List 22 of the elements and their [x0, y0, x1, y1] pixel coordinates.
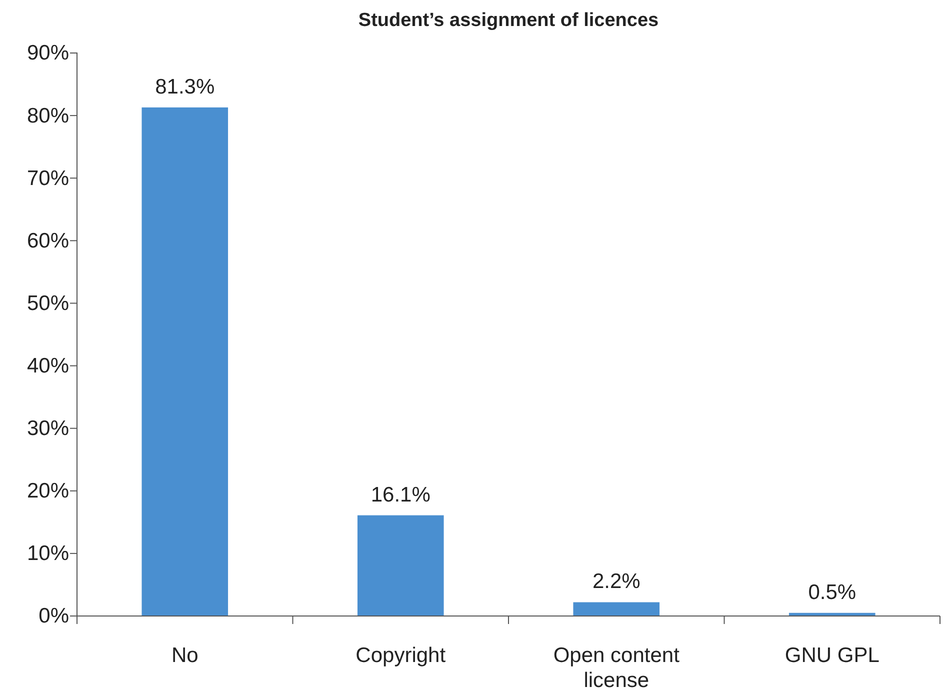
y-tick-label: 50% — [26, 292, 69, 315]
bar — [357, 515, 444, 616]
y-tick-label: 60% — [26, 229, 69, 252]
bar — [142, 107, 228, 616]
x-tick-label: GNU GPL — [784, 644, 880, 667]
y-tick-label: 70% — [26, 166, 69, 190]
y-tick-label: 90% — [26, 42, 69, 65]
y-tick-label: 30% — [26, 417, 69, 440]
data-label: 81.3% — [155, 75, 215, 98]
y-tick-label: 80% — [26, 104, 69, 128]
data-label: 0.5% — [808, 580, 856, 604]
y-tick-label: 0% — [38, 604, 69, 628]
x-tick-label: Open content license — [553, 644, 680, 692]
data-label: 2.2% — [592, 570, 640, 594]
y-tick-label: 40% — [26, 354, 69, 378]
bar — [573, 602, 660, 616]
chart-title: Student’s assignment of licences — [358, 10, 659, 31]
x-tick-label: Copyright — [356, 644, 446, 667]
y-tick-label: 20% — [26, 480, 69, 503]
x-tick-label: No — [171, 644, 198, 667]
data-label: 16.1% — [370, 483, 430, 506]
y-tick-label: 10% — [26, 542, 69, 566]
